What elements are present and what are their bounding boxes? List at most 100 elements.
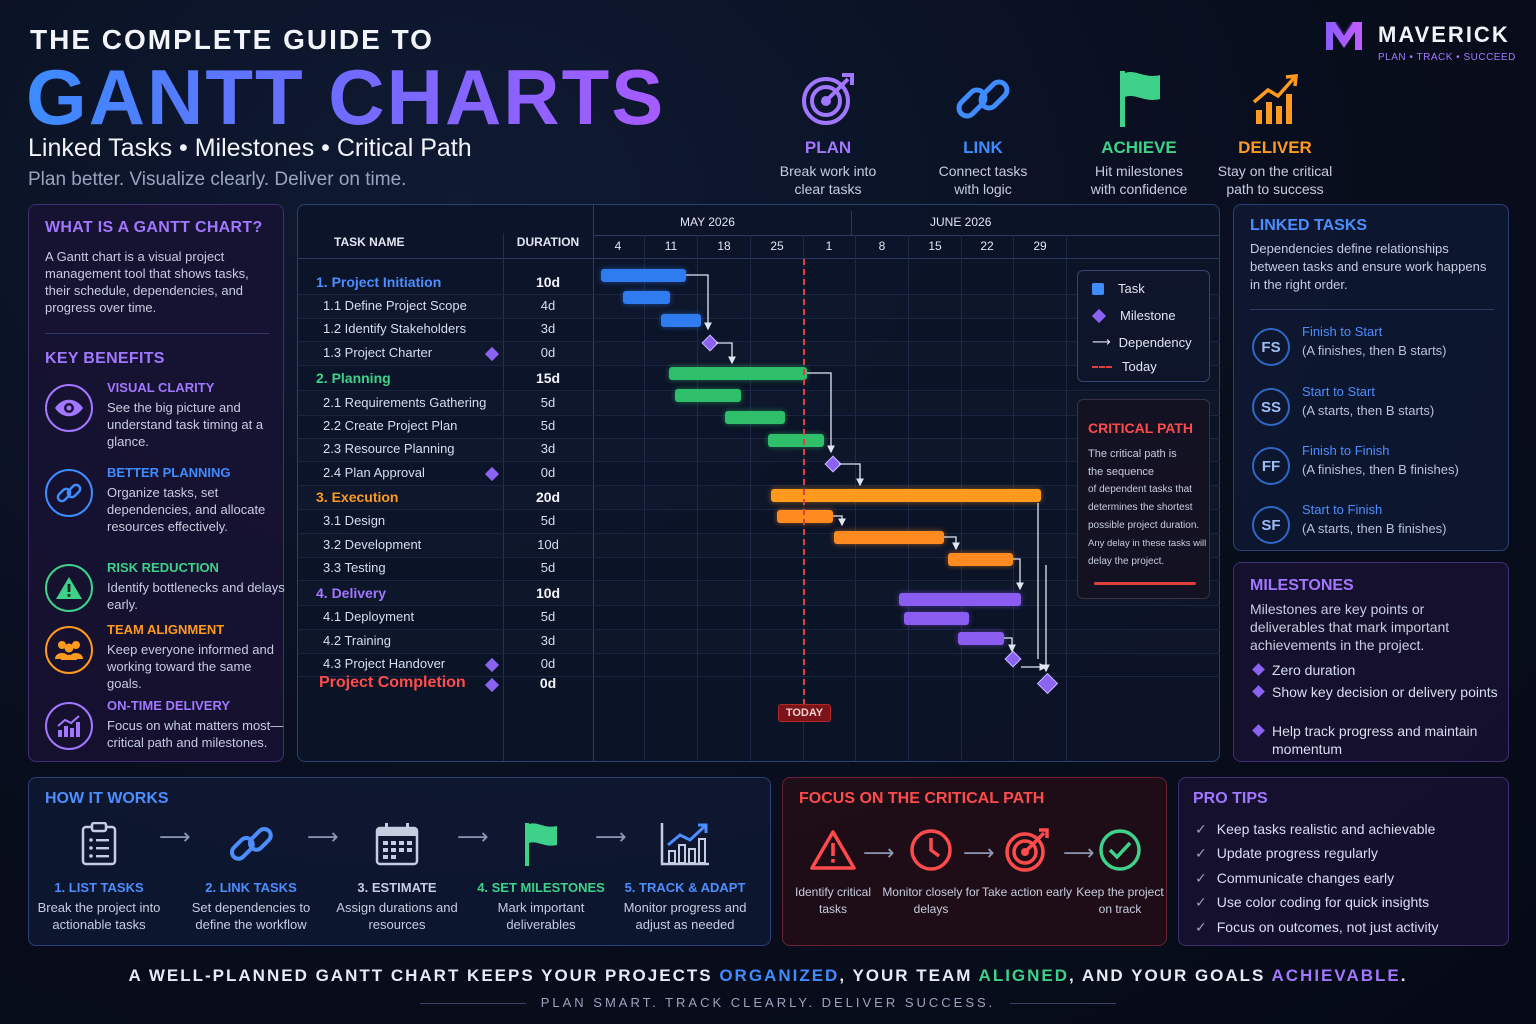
- column-divider: [593, 205, 594, 761]
- key-benefits-title: KEY BENEFITS: [45, 350, 165, 367]
- task-duration: 3d: [540, 321, 556, 336]
- task-bar[interactable]: [675, 389, 741, 402]
- task-bar[interactable]: [777, 510, 833, 523]
- today-marker: TODAY: [778, 704, 831, 722]
- task-group-row[interactable]: 3. Execution 20d: [298, 486, 1220, 510]
- pro-tip: ✓ Focus on outcomes, not just activity: [1195, 919, 1439, 935]
- divider: [420, 1003, 526, 1004]
- week-gridline: [697, 235, 698, 761]
- critical-path-text: The critical path is the sequence of dep…: [1088, 448, 1207, 567]
- task-duration: 10d: [537, 537, 559, 552]
- row-divider: [298, 390, 1220, 391]
- week-tick-label: 11: [664, 239, 678, 253]
- task-bar[interactable]: [958, 632, 1004, 645]
- warning-icon: [783, 826, 883, 874]
- month-divider: [851, 211, 852, 235]
- row-divider: [298, 533, 1220, 534]
- row-divider: [298, 676, 1220, 677]
- milestone-marker-icon: [484, 346, 500, 362]
- task-bar[interactable]: [661, 314, 701, 327]
- legend-dependency: ⟶ Dependency: [1092, 334, 1192, 350]
- how-step-desc: Assign durations and resources: [336, 900, 458, 932]
- task-row[interactable]: 4.1 Deployment 5d: [298, 606, 1220, 630]
- arrow-right-icon: ⟶: [595, 824, 627, 849]
- link-step-label: LINK: [963, 138, 1003, 157]
- milestones-title: MILESTONES: [1250, 577, 1354, 594]
- task-bar[interactable]: [623, 291, 670, 304]
- week-tick-label: 29: [1033, 239, 1047, 253]
- check-icon: ✓: [1195, 845, 1207, 861]
- task-row[interactable]: 3.3 Testing 5d: [298, 557, 1220, 581]
- how-step-desc: Set dependencies to define the workflow: [191, 900, 311, 932]
- calendar-icon: [327, 816, 467, 872]
- task-bar[interactable]: [768, 434, 824, 447]
- benefit-desc: Organize tasks, set dependencies, and al…: [107, 485, 266, 534]
- milestone-row[interactable]: 4.3 Project Handover 0d: [298, 653, 1220, 677]
- milestone-row[interactable]: 1.3 Project Charter 0d: [298, 342, 1220, 366]
- critical-step-desc: Monitor closely for delays: [882, 885, 980, 916]
- row-divider: [298, 438, 1220, 439]
- dependency-ff: FF Finish to Finish (A finishes, then B …: [1252, 443, 1512, 495]
- row-divider: [298, 341, 1220, 342]
- task-name: 2.3 Resource Planning: [323, 441, 455, 456]
- task-group-row[interactable]: 1. Project Initiation 10d: [298, 271, 1220, 295]
- critical-step-on-track: Keep the project on track: [1070, 826, 1170, 918]
- task-duration: 0d: [540, 465, 556, 480]
- deliver-step: DELIVER Stay on the critical path to succ…: [1205, 66, 1345, 198]
- link-icon: [45, 469, 93, 517]
- how-it-works-title: HOW IT WORKS: [45, 790, 169, 807]
- achieve-step: ACHIEVE Hit milestones with confidence: [1069, 66, 1209, 198]
- task-bar[interactable]: [904, 612, 969, 625]
- footer-message: A WELL-PLANNED GANTT CHART KEEPS YOUR PR…: [128, 966, 1408, 985]
- benefit-risk-reduction: RISK REDUCTION Identify bottlenecks and …: [45, 560, 285, 630]
- benefit-title: TEAM ALIGNMENT: [107, 622, 225, 637]
- month-june: JUNE 2026: [930, 215, 992, 229]
- week-tick-label: 4: [614, 239, 622, 253]
- task-bar[interactable]: [725, 411, 785, 424]
- task-name: 3. Execution: [316, 489, 399, 505]
- task-row[interactable]: 1.2 Identify Stakeholders 3d: [298, 318, 1220, 342]
- critical-step-monitor: Monitor closely for delays: [881, 826, 981, 918]
- task-bar[interactable]: [601, 269, 686, 282]
- legend-task: Task: [1092, 281, 1145, 296]
- milestone-point: Help track progress and maintain momentu…: [1252, 722, 1502, 758]
- task-bar[interactable]: [771, 489, 1041, 502]
- link-step-desc: Connect tasks with logic: [938, 163, 1028, 197]
- task-bar[interactable]: [948, 553, 1013, 566]
- critical-path-title: CRITICAL PATH: [1088, 420, 1193, 436]
- task-row[interactable]: 4.2 Training 3d: [298, 630, 1220, 654]
- how-step-desc: Break the project into actionable tasks: [37, 900, 161, 932]
- how-step-set-milestones: 4. SET MILESTONES Mark important deliver…: [471, 816, 611, 933]
- task-row[interactable]: 2.2 Create Project Plan 5d: [298, 415, 1220, 439]
- task-name: 1. Project Initiation: [316, 274, 442, 290]
- task-row[interactable]: 1.1 Define Project Scope 4d: [298, 295, 1220, 319]
- task-duration: 10d: [535, 585, 561, 601]
- task-row[interactable]: 3.2 Development 10d: [298, 534, 1220, 558]
- legend-milestone: Milestone: [1091, 308, 1176, 323]
- pro-tips-title: PRO TIPS: [1193, 790, 1268, 807]
- milestone-row[interactable]: 2.4 Plan Approval 0d: [298, 462, 1220, 486]
- week-tick-label: 1: [825, 239, 833, 253]
- arrow-right-icon: ⟶: [159, 824, 191, 849]
- task-group-row[interactable]: 4. Delivery 10d: [298, 582, 1220, 606]
- guide-supertitle: THE COMPLETE GUIDE TO: [30, 24, 434, 55]
- pro-tip: ✓ Communicate changes early: [1195, 870, 1395, 886]
- task-bar[interactable]: [899, 593, 1021, 606]
- divider: [1250, 309, 1494, 310]
- how-step-link-tasks: 2. LINK TASKS Set dependencies to define…: [181, 816, 321, 933]
- task-bar[interactable]: [834, 531, 944, 544]
- achieve-step-desc: Hit milestones with confidence: [1090, 163, 1188, 197]
- critical-focus-panel: FOCUS ON THE CRITICAL PATH Identify crit…: [782, 777, 1167, 946]
- task-row[interactable]: 3.1 Design 5d: [298, 510, 1220, 534]
- benefit-visual-clarity: VISUAL CLARITY See the big picture and u…: [45, 380, 285, 450]
- task-group-row[interactable]: 2. Planning 15d: [298, 367, 1220, 391]
- task-row[interactable]: 2.3 Resource Planning 3d: [298, 438, 1220, 462]
- task-duration: 20d: [535, 489, 561, 505]
- critical-path-line: [1094, 582, 1196, 585]
- dependency-badge: FS: [1252, 328, 1290, 366]
- task-duration: 5d: [540, 395, 556, 410]
- milestone-marker-icon: [484, 657, 500, 673]
- task-bar[interactable]: [669, 367, 807, 380]
- project-completion-row[interactable]: Project Completion 0d: [298, 671, 1220, 695]
- check-icon: ✓: [1195, 821, 1207, 837]
